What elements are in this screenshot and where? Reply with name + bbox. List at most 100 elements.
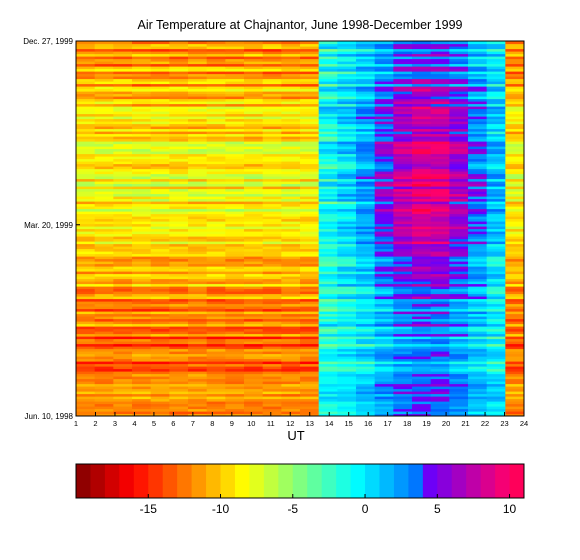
heatmap-cell xyxy=(150,53,170,57)
heatmap-cell xyxy=(318,106,338,110)
heatmap-cell xyxy=(225,91,245,95)
heatmap-cell xyxy=(300,251,320,255)
heatmap-cell xyxy=(113,153,133,157)
heatmap-cell xyxy=(206,306,226,310)
heatmap-cell xyxy=(150,61,170,65)
heatmap-cell xyxy=(169,211,189,215)
heatmap-cell xyxy=(281,318,301,322)
heatmap-cell xyxy=(412,346,432,350)
heatmap-cell xyxy=(393,331,413,335)
heatmap-cell xyxy=(262,383,282,387)
heatmap-cell xyxy=(150,193,170,197)
heatmap-cell xyxy=(113,281,133,285)
heatmap-cell xyxy=(281,373,301,377)
heatmap-cell xyxy=(169,101,189,105)
heatmap-cell xyxy=(132,303,152,307)
heatmap-cell xyxy=(430,156,450,160)
heatmap-cell xyxy=(225,68,245,72)
heatmap-cell xyxy=(486,103,506,107)
heatmap-cell xyxy=(281,141,301,145)
heatmap-cell xyxy=(225,81,245,85)
heatmap-cell xyxy=(113,156,133,160)
heatmap-cell xyxy=(412,263,432,267)
heatmap-cell xyxy=(225,168,245,172)
heatmap-cell xyxy=(356,218,376,222)
heatmap-cell xyxy=(206,353,226,357)
heatmap-cell xyxy=(430,271,450,275)
heatmap-cell xyxy=(449,401,469,405)
heatmap-cell xyxy=(393,73,413,77)
heatmap-cell xyxy=(468,251,488,255)
heatmap-cell xyxy=(393,216,413,220)
heatmap-cell xyxy=(356,66,376,70)
heatmap-cell xyxy=(300,136,320,140)
heatmap-cell xyxy=(300,133,320,137)
heatmap-cell xyxy=(468,351,488,355)
heatmap-cell xyxy=(206,278,226,282)
heatmap-cell xyxy=(132,128,152,132)
heatmap-cell xyxy=(486,83,506,87)
heatmap-cell xyxy=(94,123,114,127)
heatmap-cell xyxy=(430,281,450,285)
heatmap-cell xyxy=(94,413,114,416)
heatmap-cell xyxy=(412,298,432,302)
heatmap-cell xyxy=(505,168,524,172)
heatmap-cell xyxy=(169,188,189,192)
heatmap-cell xyxy=(169,71,189,75)
heatmap-cell xyxy=(281,341,301,345)
heatmap-cell xyxy=(225,301,245,305)
heatmap-cell xyxy=(374,168,394,172)
heatmap-cell xyxy=(132,216,152,220)
heatmap-cell xyxy=(430,373,450,377)
heatmap-cell xyxy=(374,341,394,345)
heatmap-cell xyxy=(430,253,450,257)
heatmap-cell xyxy=(113,41,133,45)
heatmap-cell xyxy=(244,291,264,295)
heatmap-cell xyxy=(225,343,245,347)
heatmap-cell xyxy=(150,71,170,75)
heatmap-cell xyxy=(374,383,394,387)
heatmap-cell xyxy=(318,271,338,275)
heatmap-cell xyxy=(374,321,394,325)
heatmap-cell xyxy=(337,386,357,390)
heatmap-cell xyxy=(486,231,506,235)
heatmap-cell xyxy=(468,246,488,250)
heatmap-cell xyxy=(188,413,208,416)
heatmap-cell xyxy=(505,353,524,357)
heatmap-cell xyxy=(113,386,133,390)
heatmap-cell xyxy=(206,146,226,150)
heatmap-cell xyxy=(449,288,469,292)
heatmap-cell xyxy=(169,301,189,305)
heatmap-cell xyxy=(206,53,226,57)
heatmap-cell xyxy=(356,81,376,85)
heatmap-cell xyxy=(169,111,189,115)
colorbar-cell xyxy=(177,464,193,498)
heatmap-cell xyxy=(430,193,450,197)
heatmap-cell xyxy=(337,306,357,310)
heatmap-cell xyxy=(430,206,450,210)
heatmap-cell xyxy=(374,211,394,215)
colorbar-cell xyxy=(437,464,453,498)
heatmap-cell xyxy=(188,196,208,200)
heatmap-cell xyxy=(94,193,114,197)
heatmap-cell xyxy=(169,376,189,380)
heatmap-cell xyxy=(468,223,488,227)
heatmap-cell xyxy=(206,391,226,395)
heatmap-cell xyxy=(281,408,301,412)
heatmap-cell xyxy=(300,373,320,377)
heatmap-cell xyxy=(505,371,524,375)
heatmap-cell xyxy=(169,136,189,140)
heatmap-cell xyxy=(225,386,245,390)
heatmap-cell xyxy=(449,301,469,305)
heatmap-cell xyxy=(262,283,282,287)
heatmap-cell xyxy=(169,63,189,67)
heatmap-cell xyxy=(150,391,170,395)
heatmap-cell xyxy=(169,268,189,272)
heatmap-cell xyxy=(76,411,96,415)
heatmap-cell xyxy=(505,236,524,240)
heatmap-cell xyxy=(262,83,282,87)
heatmap-cell xyxy=(468,401,488,405)
heatmap-cell xyxy=(262,378,282,382)
heatmap-cell xyxy=(300,231,320,235)
heatmap-cell xyxy=(113,216,133,220)
